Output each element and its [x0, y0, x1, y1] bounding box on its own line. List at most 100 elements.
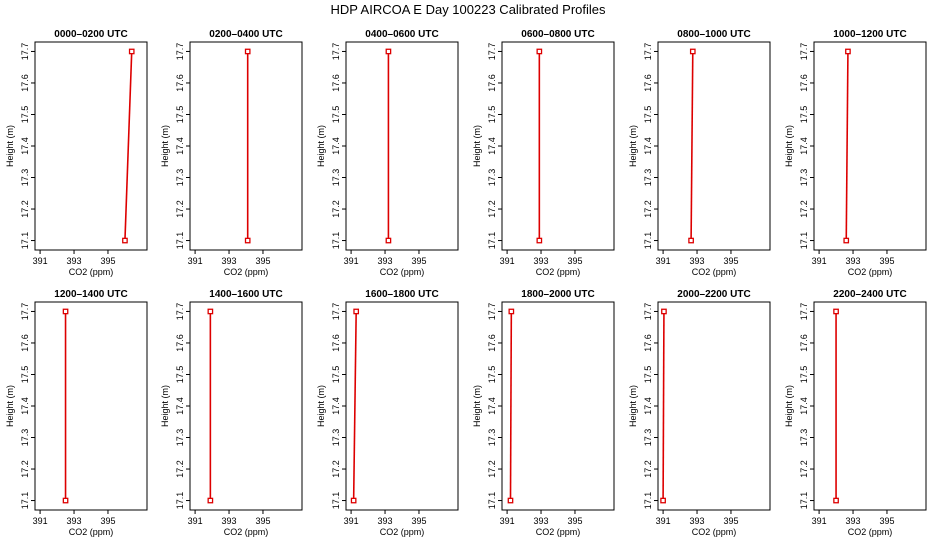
profile-panel: 0200–0400 UTC 391 393 395 17.1 17.2 17.3 17.4 17… [160, 29, 303, 277]
x-tick-label: 395 [723, 516, 738, 526]
profile-line [662, 311, 665, 501]
y-tick-label: 17.6 [20, 334, 30, 352]
y-tick-label: 17.1 [643, 492, 653, 510]
y-tick-label: 17.5 [331, 106, 341, 124]
profile-point [660, 497, 666, 504]
x-tick-label: 391 [656, 256, 671, 266]
profile-line [690, 51, 694, 241]
profile-point [207, 497, 214, 504]
y-tick-label: 17.3 [20, 169, 30, 187]
plot-frame [345, 301, 459, 511]
y-tick-label: 17.6 [20, 74, 30, 92]
x-axis-label: CO2 (ppm) [224, 267, 269, 277]
y-tick-label: 17.1 [331, 232, 341, 250]
panel-title: 0600–0800 UTC [521, 29, 594, 40]
panel-title: 2200–2400 UTC [833, 289, 906, 300]
profile-point [689, 48, 696, 55]
y-tick-label: 17.5 [175, 366, 185, 384]
profile-point [845, 48, 851, 55]
profile-panel: 1400–1600 UTC 391 393 395 17.1 17.2 17.3 17.4 17… [160, 289, 303, 537]
profile-point [843, 237, 850, 244]
panel-title: 1800–2000 UTC [521, 289, 594, 300]
y-tick-label: 17.2 [643, 200, 653, 218]
profile-point [536, 237, 543, 244]
x-tick-label: 395 [255, 516, 270, 526]
y-tick-label: 17.6 [175, 334, 185, 352]
x-axis-label: CO2 (ppm) [69, 267, 114, 277]
profile-panel: 2000–2200 UTC 391 393 395 17.1 17.2 17.3 17.4 17… [628, 289, 771, 537]
x-tick-label: 391 [344, 516, 359, 526]
profile-point [350, 497, 357, 504]
y-tick-label: 17.4 [799, 397, 809, 415]
profile-point [207, 308, 214, 315]
y-tick-label: 17.7 [175, 303, 185, 321]
plot-frame [189, 41, 303, 251]
y-tick-label: 17.7 [20, 303, 30, 321]
x-axis-label: CO2 (ppm) [692, 527, 737, 537]
x-axis-label: CO2 (ppm) [692, 267, 737, 277]
y-tick-label: 17.6 [643, 334, 653, 352]
y-tick-label: 17.3 [643, 169, 653, 187]
panel-title: 1600–1800 UTC [365, 289, 438, 300]
y-tick-label: 17.3 [487, 429, 497, 447]
y-axis-label: Height (m) [784, 385, 794, 427]
x-tick-label: 391 [33, 256, 48, 266]
panel-title: 1400–1600 UTC [209, 289, 282, 300]
y-tick-label: 17.7 [175, 43, 185, 61]
profile-point [661, 308, 667, 315]
y-tick-label: 17.1 [643, 232, 653, 250]
x-tick-label: 391 [812, 256, 827, 266]
y-tick-label: 17.6 [331, 74, 341, 92]
x-axis-label: CO2 (ppm) [536, 527, 581, 537]
panel-title: 0000–0200 UTC [54, 29, 127, 40]
profile-panel: 1800–2000 UTC 391 393 395 17.1 17.2 17.3 17.4 17… [472, 289, 615, 537]
y-tick-label: 17.1 [20, 492, 30, 510]
profile-line [845, 51, 849, 241]
y-axis-label: Height (m) [316, 385, 326, 427]
profile-point [244, 237, 251, 244]
y-tick-label: 17.1 [487, 232, 497, 250]
x-tick-label: 395 [879, 256, 894, 266]
x-tick-label: 395 [567, 516, 582, 526]
x-tick-label: 395 [411, 516, 426, 526]
profile-point [385, 48, 392, 55]
plot-frame [813, 41, 927, 251]
y-tick-label: 17.6 [643, 74, 653, 92]
y-tick-label: 17.4 [20, 397, 30, 415]
y-axis-label: Height (m) [628, 125, 638, 167]
y-tick-label: 17.7 [643, 303, 653, 321]
y-tick-label: 17.3 [799, 169, 809, 187]
panel-title: 2000–2200 UTC [677, 289, 750, 300]
y-tick-label: 17.5 [799, 106, 809, 124]
profile-panel: 0600–0800 UTC 391 393 395 17.1 17.2 17.3 17.4 17… [472, 29, 615, 277]
y-tick-label: 17.5 [487, 106, 497, 124]
y-tick-label: 17.7 [799, 303, 809, 321]
x-tick-label: 393 [222, 516, 237, 526]
x-tick-label: 395 [100, 516, 115, 526]
y-tick-label: 17.7 [643, 43, 653, 61]
x-axis-label: CO2 (ppm) [380, 527, 425, 537]
y-tick-label: 17.4 [20, 137, 30, 155]
panels-grid: 0000–0200 UTC 391 393 395 17.1 17.2 17.3 17.4 17… [5, 29, 927, 537]
profile-line [509, 311, 513, 501]
y-tick-label: 17.4 [175, 397, 185, 415]
profile-point [122, 237, 128, 244]
y-tick-label: 17.6 [487, 74, 497, 92]
y-tick-label: 17.2 [331, 460, 341, 478]
y-tick-label: 17.4 [643, 397, 653, 415]
plot-frame [501, 301, 615, 511]
y-tick-label: 17.4 [643, 137, 653, 155]
y-tick-label: 17.1 [331, 492, 341, 510]
x-tick-label: 395 [879, 516, 894, 526]
panel-title: 1000–1200 UTC [833, 29, 906, 40]
x-tick-label: 391 [33, 516, 48, 526]
y-tick-label: 17.2 [20, 460, 30, 478]
x-axis-label: CO2 (ppm) [380, 267, 425, 277]
x-tick-label: 391 [500, 516, 515, 526]
profile-point [128, 48, 135, 55]
y-axis-label: Height (m) [5, 385, 15, 427]
profile-line [124, 51, 133, 241]
y-tick-label: 17.2 [20, 200, 30, 218]
y-tick-label: 17.5 [643, 106, 653, 124]
x-tick-label: 391 [500, 256, 515, 266]
